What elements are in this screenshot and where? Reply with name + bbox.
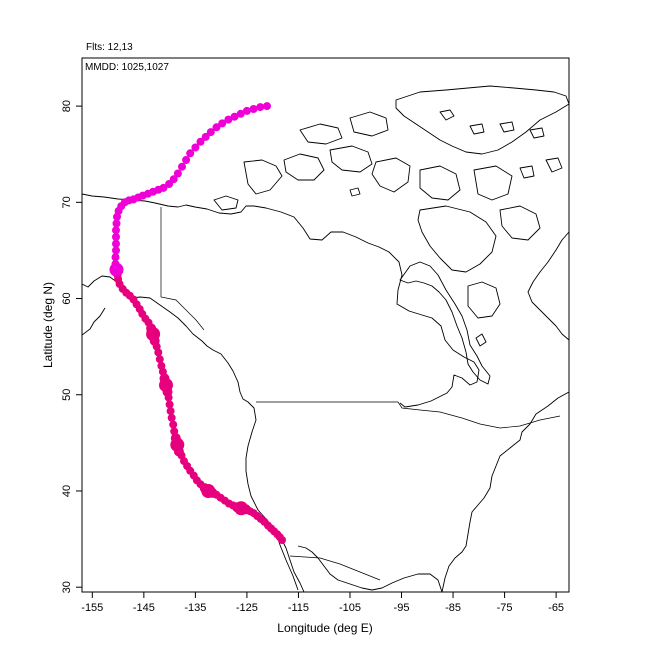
track-point-0-36 [165,400,174,409]
track-point-1-34 [236,109,245,118]
track-point-1-36 [249,105,258,113]
track-point-1-3 [112,246,120,255]
east-coastline [441,231,569,592]
track-point-0-43 [155,355,164,364]
track-point-1-37 [256,103,265,112]
y-tick-label: 70 [61,196,73,208]
x-tick-label: -105 [339,602,361,614]
x-tick-label: -95 [394,602,410,614]
x-axis-title: Longitude (deg E) [277,621,372,635]
y-axis: 30 40 50 60 70 80 [61,100,82,593]
track-point-1-4 [112,239,120,248]
track-point-0-34 [167,413,176,422]
track-point-1-19 [159,183,168,192]
track-point-1-31 [218,119,227,128]
track-point-1-23 [178,162,186,171]
track-point-1-21 [169,175,178,184]
track-point-1-30 [212,123,221,132]
track-point-0-33 [169,420,178,429]
track-point-0-42 [157,361,166,370]
flight-track [109,102,286,544]
track-point-0-35 [166,407,175,416]
dates-label: MMDD: 1025,1027 [85,62,169,73]
coastlines [82,85,569,592]
track-point-1-26 [191,143,200,152]
track-point-0-32 [170,427,179,436]
track-point-1-1 [111,259,120,268]
y-tick-label: 40 [61,485,73,497]
small-islands [349,109,563,347]
track-point-1-32 [224,115,233,124]
track-point-1-35 [242,106,251,115]
track-point-1-28 [201,132,210,141]
track-point-1-5 [112,233,120,241]
y-tick-label: 60 [61,292,73,304]
track-point-0-31 [170,433,181,444]
plot-frame [81,57,570,593]
x-tick-label: -65 [548,602,564,614]
track-point-1-7 [112,219,121,228]
track-point-1-38 [263,102,271,111]
track-point-1-33 [230,112,239,121]
x-tick-label: -155 [81,602,103,614]
y-tick-label: 30 [61,581,73,593]
us-mexico-border [289,555,381,581]
x-axis: -155 -145 -135 -125 -115 -105 -95 -85 -75 -65 [81,592,564,614]
x-tick-label: -125 [236,602,258,614]
y-tick-label: 50 [61,389,73,401]
x-tick-label: -75 [497,602,513,614]
track-point-1-25 [186,149,195,158]
y-tick-label: 80 [61,100,73,112]
track-point-1-2 [111,253,120,262]
x-tick-label: -135 [184,602,206,614]
track-point-1-24 [182,156,191,164]
y-axis-title: Latitude (deg N) [41,282,55,368]
track-point-0-40 [159,373,170,384]
track-point-1-22 [173,169,182,178]
track-point-1-6 [112,226,120,235]
us-canada-border [256,401,561,429]
flights-label: Flts: 12,13 [86,42,133,53]
gulf-coastline [297,545,443,592]
hudson-bay-coastline [399,261,491,385]
x-tick-label: -145 [133,602,155,614]
x-tick-label: -115 [288,602,309,614]
x-tick-label: -85 [445,602,461,614]
track-point-1-27 [196,137,205,146]
arctic-islands [213,85,569,319]
alaska-canada-border [160,207,205,331]
track-point-1-29 [206,128,215,137]
